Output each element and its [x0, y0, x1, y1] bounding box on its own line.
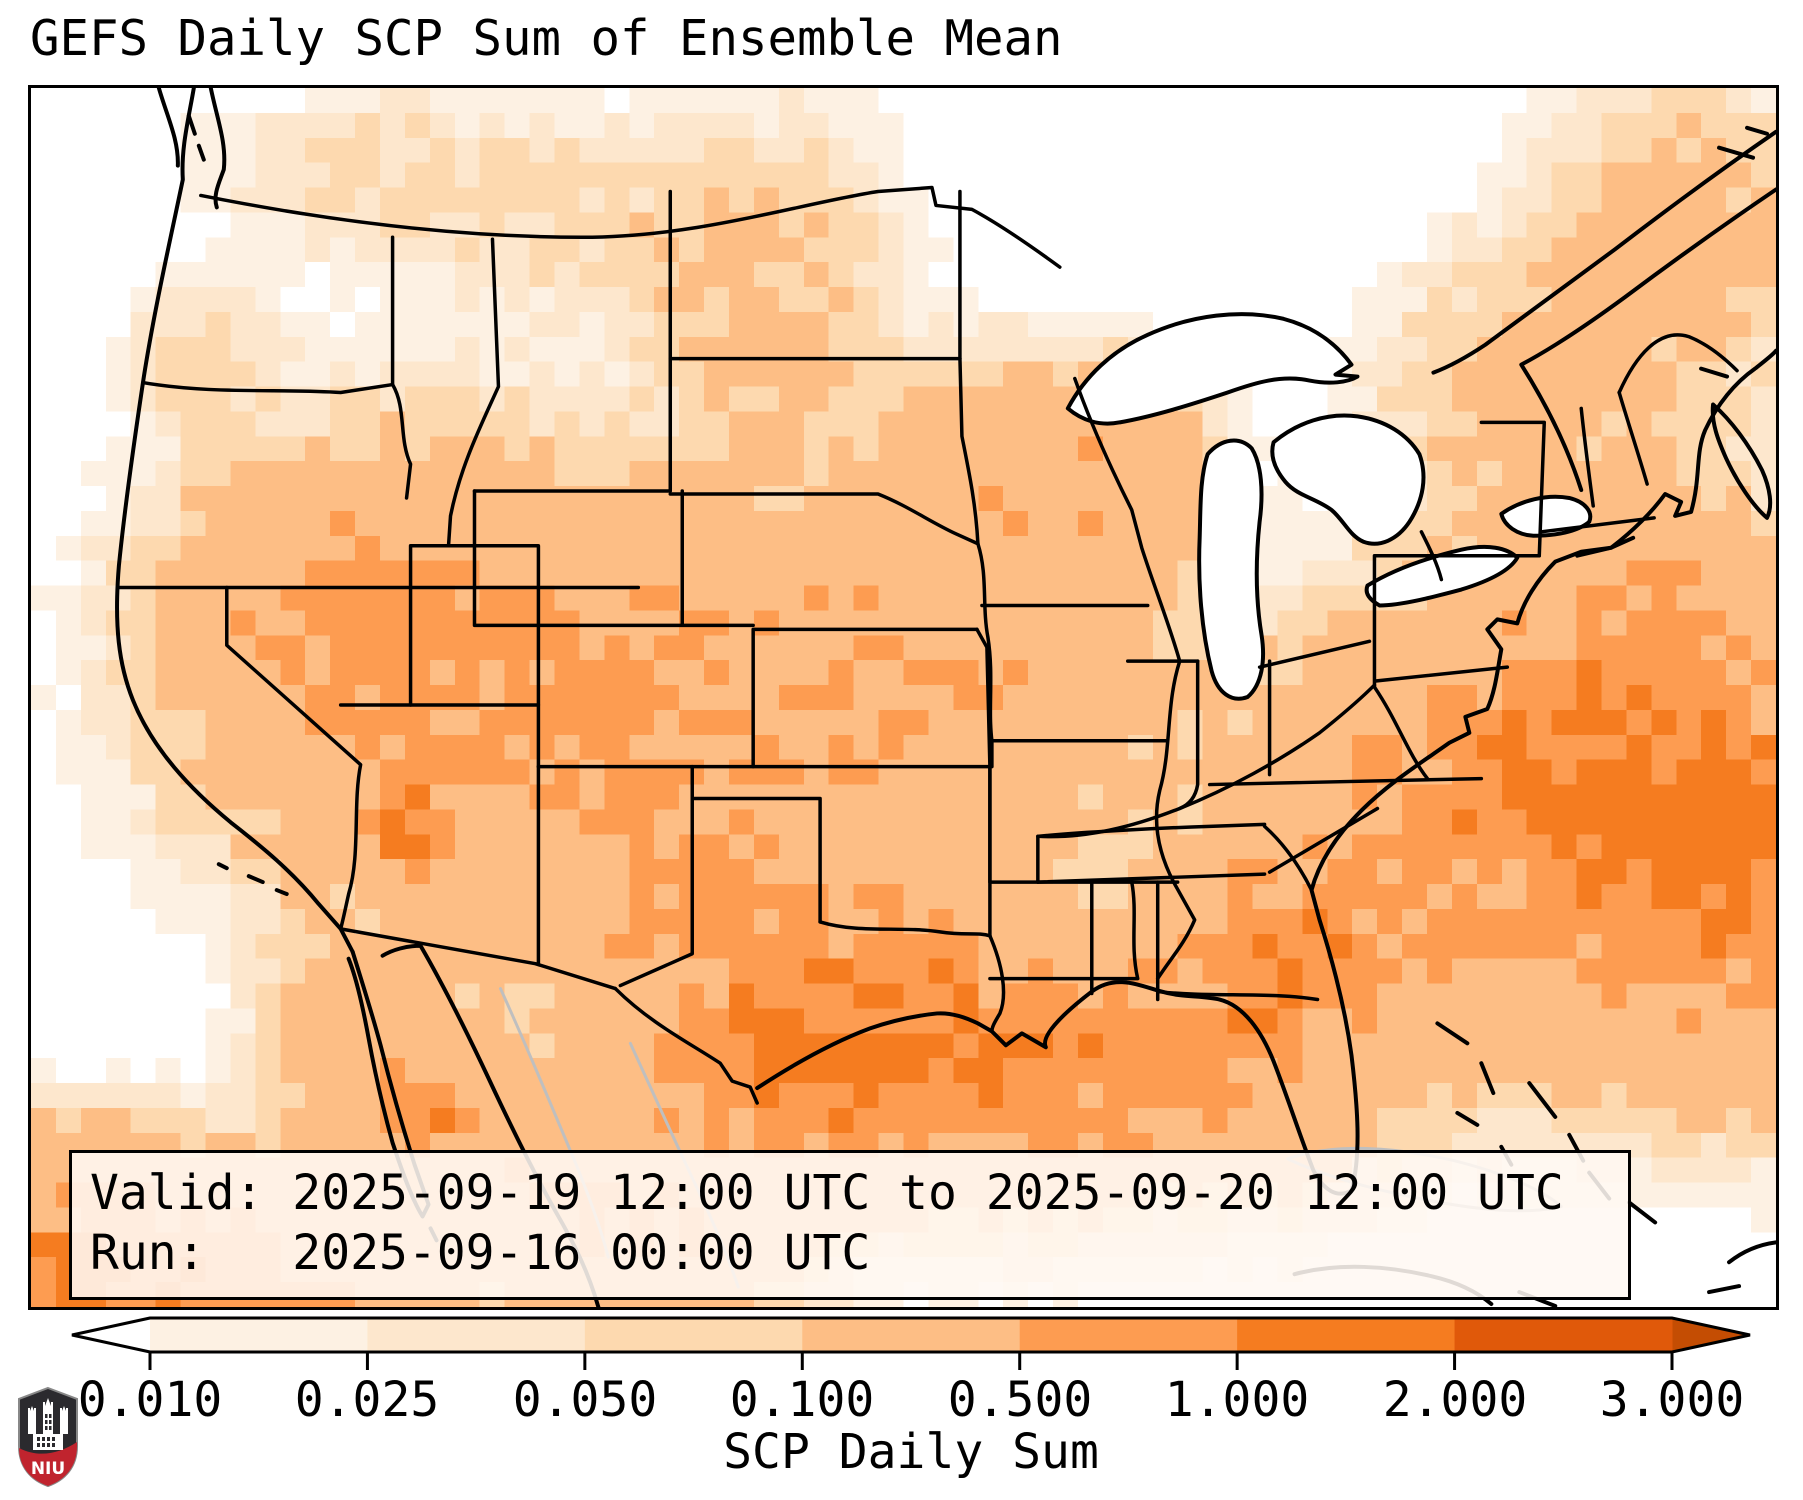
- map-boundaries: [115, 88, 1776, 1307]
- coastlines: [115, 88, 1776, 1307]
- colorbar-tick-label: 0.025: [294, 1372, 440, 1428]
- colorbar-axis-label: SCP Daily Sum: [723, 1424, 1099, 1480]
- niu-castle-icon: [28, 1398, 68, 1450]
- valid-run-info-box: Valid: 2025-09-19 12:00 UTC to 2025-09-2…: [69, 1150, 1631, 1300]
- valid-time-text: Valid: 2025-09-19 12:00 UTC to 2025-09-2…: [90, 1165, 1564, 1221]
- niu-logo-text: NIU: [31, 1459, 65, 1479]
- colorbar-tick-label: 0.100: [729, 1372, 875, 1428]
- scp-heatmap: [31, 88, 1776, 1307]
- colorbar-tick-label: 2.000: [1382, 1372, 1528, 1428]
- niu-shield-red-band: [19, 1442, 77, 1486]
- state-borders: [117, 185, 1739, 1105]
- colorbar-tick-label: 3.000: [1599, 1372, 1745, 1428]
- colorbar-tick-label: 0.500: [947, 1372, 1093, 1428]
- colorbar-tick-label: 1.000: [1164, 1372, 1310, 1428]
- colorbar-tick-label: 0.010: [77, 1372, 223, 1428]
- chart-title: GEFS Daily SCP Sum of Ensemble Mean: [30, 10, 1063, 67]
- colorbar-tick-label: 0.050: [512, 1372, 658, 1428]
- niu-logo: NIU: [18, 1386, 78, 1488]
- map-panel: Valid: 2025-09-19 12:00 UTC to 2025-09-2…: [28, 85, 1779, 1310]
- niu-castle-windows: [37, 1414, 55, 1447]
- run-time-text: Run: 2025-09-16 00:00 UTC: [90, 1225, 871, 1281]
- great-lakes: [1065, 312, 1593, 701]
- colorbar: [71, 1316, 1751, 1370]
